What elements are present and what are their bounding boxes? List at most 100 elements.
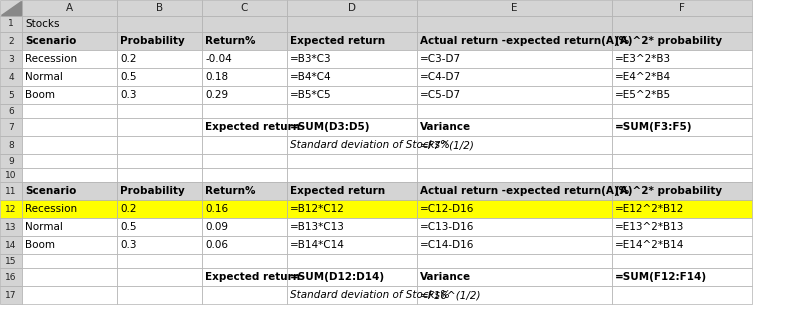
Bar bbox=[202, 86, 287, 104]
Bar bbox=[202, 254, 287, 268]
Bar bbox=[612, 16, 752, 32]
Bar bbox=[202, 286, 287, 304]
Bar bbox=[22, 104, 117, 118]
Bar bbox=[612, 68, 752, 86]
Text: 5: 5 bbox=[8, 91, 14, 100]
Bar bbox=[612, 168, 752, 182]
Bar bbox=[0, 32, 22, 50]
Bar bbox=[0, 118, 22, 136]
Bar bbox=[287, 16, 417, 32]
Bar bbox=[287, 254, 417, 268]
Bar bbox=[0, 254, 22, 268]
Bar bbox=[117, 50, 202, 68]
Bar bbox=[22, 168, 117, 182]
Text: F: F bbox=[679, 3, 685, 13]
Text: 2: 2 bbox=[8, 37, 14, 45]
Bar bbox=[287, 268, 417, 286]
Bar bbox=[0, 16, 22, 32]
Bar bbox=[612, 236, 752, 254]
Text: 3: 3 bbox=[8, 54, 14, 63]
Text: 17: 17 bbox=[6, 290, 17, 299]
Bar bbox=[0, 168, 22, 182]
Text: 11: 11 bbox=[6, 187, 17, 196]
Bar bbox=[417, 168, 612, 182]
Text: Recession: Recession bbox=[25, 204, 77, 214]
Bar bbox=[22, 86, 117, 104]
Bar bbox=[417, 118, 612, 136]
Bar bbox=[417, 0, 612, 16]
Text: 0.2: 0.2 bbox=[120, 204, 137, 214]
Bar bbox=[202, 218, 287, 236]
Bar bbox=[417, 236, 612, 254]
Text: A: A bbox=[66, 3, 73, 13]
Text: 1: 1 bbox=[8, 20, 14, 29]
Bar bbox=[22, 268, 117, 286]
Text: 13: 13 bbox=[6, 222, 17, 231]
Bar bbox=[202, 154, 287, 168]
Bar bbox=[0, 218, 22, 236]
Text: 0.06: 0.06 bbox=[205, 240, 228, 250]
Text: Expected return: Expected return bbox=[290, 186, 385, 196]
Text: =C3-D7: =C3-D7 bbox=[420, 54, 461, 64]
Text: 12: 12 bbox=[6, 205, 17, 213]
Bar bbox=[287, 136, 417, 154]
Bar bbox=[117, 154, 202, 168]
Text: Expected return: Expected return bbox=[205, 272, 300, 282]
Text: Variance: Variance bbox=[420, 272, 471, 282]
Text: Expected return: Expected return bbox=[290, 36, 385, 46]
Bar bbox=[612, 182, 752, 200]
Text: Probability: Probability bbox=[120, 186, 185, 196]
Text: Actual return -expected return(A)%: Actual return -expected return(A)% bbox=[420, 186, 629, 196]
Text: =SUM(D12:D14): =SUM(D12:D14) bbox=[290, 272, 385, 282]
Bar bbox=[417, 86, 612, 104]
Text: E: E bbox=[511, 3, 518, 13]
Bar bbox=[202, 236, 287, 254]
Text: 4: 4 bbox=[8, 72, 14, 81]
Bar bbox=[287, 168, 417, 182]
Text: 0.18: 0.18 bbox=[205, 72, 228, 82]
Text: 0.09: 0.09 bbox=[205, 222, 228, 232]
Bar bbox=[417, 254, 612, 268]
Bar bbox=[287, 104, 417, 118]
Text: Return%: Return% bbox=[205, 36, 255, 46]
Bar bbox=[0, 0, 22, 16]
Text: =SUM(D3:D5): =SUM(D3:D5) bbox=[290, 122, 370, 132]
Text: =B14*C14: =B14*C14 bbox=[290, 240, 345, 250]
Text: 0.3: 0.3 bbox=[120, 90, 137, 100]
Text: 8: 8 bbox=[8, 140, 14, 149]
Text: D: D bbox=[348, 3, 356, 13]
Bar bbox=[202, 16, 287, 32]
Text: (A)^2* probability: (A)^2* probability bbox=[615, 36, 722, 46]
Bar bbox=[612, 104, 752, 118]
Bar bbox=[117, 16, 202, 32]
Bar bbox=[202, 32, 287, 50]
Text: 14: 14 bbox=[6, 240, 17, 250]
Bar bbox=[117, 218, 202, 236]
Bar bbox=[117, 168, 202, 182]
Text: =F16^(1/2): =F16^(1/2) bbox=[420, 290, 482, 300]
Bar bbox=[22, 0, 117, 16]
Bar bbox=[202, 136, 287, 154]
Bar bbox=[417, 200, 612, 218]
Bar bbox=[22, 218, 117, 236]
Bar bbox=[117, 86, 202, 104]
Bar bbox=[612, 0, 752, 16]
Bar bbox=[22, 16, 117, 32]
Text: Probability: Probability bbox=[120, 36, 185, 46]
Bar bbox=[417, 268, 612, 286]
Polygon shape bbox=[1, 1, 21, 15]
Bar bbox=[612, 154, 752, 168]
Bar bbox=[202, 182, 287, 200]
Bar bbox=[287, 0, 417, 16]
Bar bbox=[287, 86, 417, 104]
Bar bbox=[202, 50, 287, 68]
Bar bbox=[117, 200, 202, 218]
Text: =B3*C3: =B3*C3 bbox=[290, 54, 332, 64]
Text: =SUM(F3:F5): =SUM(F3:F5) bbox=[615, 122, 693, 132]
Bar bbox=[287, 236, 417, 254]
Text: Stocks: Stocks bbox=[25, 19, 59, 29]
Text: Actual return -expected return(A)%: Actual return -expected return(A)% bbox=[420, 36, 629, 46]
Text: 0.16: 0.16 bbox=[205, 204, 228, 214]
Text: 6: 6 bbox=[8, 107, 14, 116]
Bar bbox=[117, 32, 202, 50]
